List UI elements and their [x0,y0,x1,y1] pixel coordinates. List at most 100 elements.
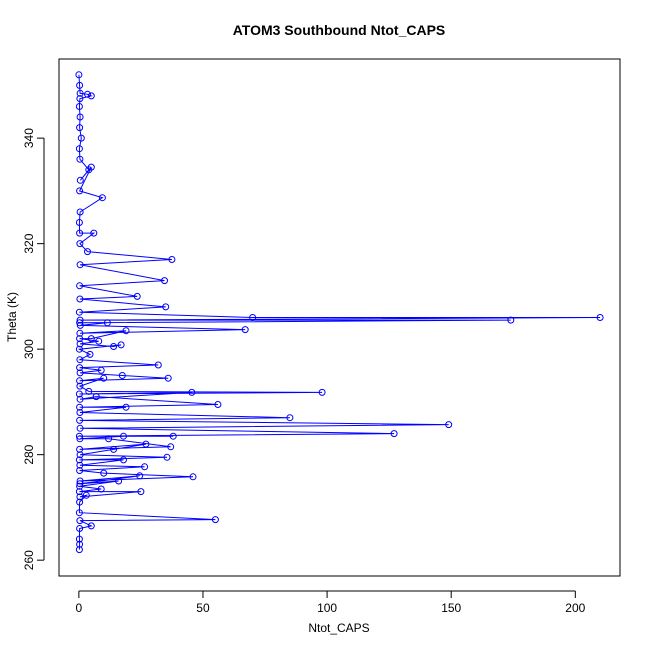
y-axis: 260 280 300 320 340 [22,128,45,570]
data-point [84,90,91,98]
data-point [86,350,94,358]
data-point [76,382,84,390]
data-point [103,319,111,327]
chart-title: ATOM3 Southbound Ntot_CAPS [233,22,446,38]
data-point [75,145,83,153]
data-point [110,445,118,453]
data-point [75,219,83,226]
data-point [122,403,130,411]
x-tick-label: 200 [565,601,585,615]
data-point [77,134,85,142]
data-point [105,435,113,443]
data-point [133,292,141,300]
data-point [164,374,172,382]
y-tick-label: 300 [22,339,36,359]
data-point [110,343,118,350]
data-point [76,517,84,525]
data-point [76,498,84,506]
data-point [90,229,98,237]
data-point [87,335,95,343]
data-point [169,432,177,440]
data-point [95,337,103,345]
data-point [318,388,326,396]
data-point [249,314,257,321]
data-point [76,229,84,237]
data-point [596,314,604,321]
data-point [75,390,83,398]
data-point [87,92,95,100]
data-point [75,509,83,517]
data-point [76,395,84,403]
data-point [92,393,100,401]
data-point [76,282,84,290]
data-point [75,456,83,464]
data-point [445,421,453,429]
data-point [76,335,84,343]
data-point [154,361,162,369]
data-point [76,377,84,385]
data-point [75,488,83,496]
data-point [120,432,127,440]
data-point [76,409,84,416]
data-point [97,366,105,374]
y-tick-label: 260 [22,550,36,570]
data-point [136,472,144,480]
data-point [75,308,83,316]
data-point [97,485,105,493]
data-point [100,469,108,477]
data-point [162,303,170,311]
data-point [75,103,83,110]
data-point [163,453,171,461]
data-point [76,329,84,337]
plot-frame [58,58,621,577]
data-point [76,445,84,453]
data-point [75,71,83,79]
data-point [87,522,95,530]
data-point [76,480,84,488]
data-point [286,414,294,422]
data-point [122,327,130,335]
data-point [76,155,84,163]
data-point [84,248,91,256]
data-point [390,430,398,438]
data-point [85,387,93,395]
data-point [137,488,145,496]
data-point [117,341,125,349]
data-point [168,256,176,263]
x-tick-label: 0 [76,601,83,615]
data-point [75,432,83,440]
data-point [76,364,84,372]
x-tick-label: 50 [196,601,210,615]
data-point [76,95,84,103]
y-tick-label: 280 [22,444,36,464]
data-point [76,540,84,548]
y-tick-label: 340 [22,128,36,148]
data-point [98,194,106,202]
data-point [507,316,515,324]
x-axis-label: Ntot_CAPS [308,621,369,635]
data-point [76,124,84,132]
data-point [167,443,175,451]
data-point [76,416,84,424]
data-point [76,424,84,432]
data-point [120,456,127,464]
data-point [82,491,90,499]
data-point [76,461,84,469]
data-point [76,113,84,121]
data-point [76,356,84,364]
data-point [76,369,84,377]
data-point [76,477,84,485]
data-point [76,81,84,89]
data-point [118,372,126,379]
data-point [188,388,196,396]
data-point [142,440,150,448]
data-point [76,208,84,216]
data-point [76,316,84,324]
x-tick-label: 100 [317,601,337,615]
data-point [214,401,222,408]
data-point [76,451,84,459]
data-point [75,535,83,543]
series-layer [75,71,604,554]
